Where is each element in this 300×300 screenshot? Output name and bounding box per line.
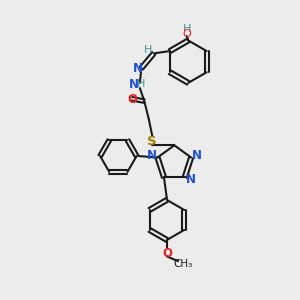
Text: H: H: [137, 79, 146, 89]
Text: O: O: [162, 247, 172, 260]
Text: N: N: [186, 173, 196, 186]
Text: N: N: [192, 148, 202, 162]
Text: O: O: [127, 93, 137, 106]
Text: CH₃: CH₃: [173, 259, 193, 269]
Text: S: S: [147, 135, 157, 148]
Text: N: N: [133, 62, 143, 75]
Text: H: H: [144, 46, 152, 56]
Text: H: H: [183, 24, 191, 34]
Text: N: N: [147, 148, 157, 162]
Text: N: N: [129, 78, 139, 91]
Text: O: O: [182, 29, 191, 39]
